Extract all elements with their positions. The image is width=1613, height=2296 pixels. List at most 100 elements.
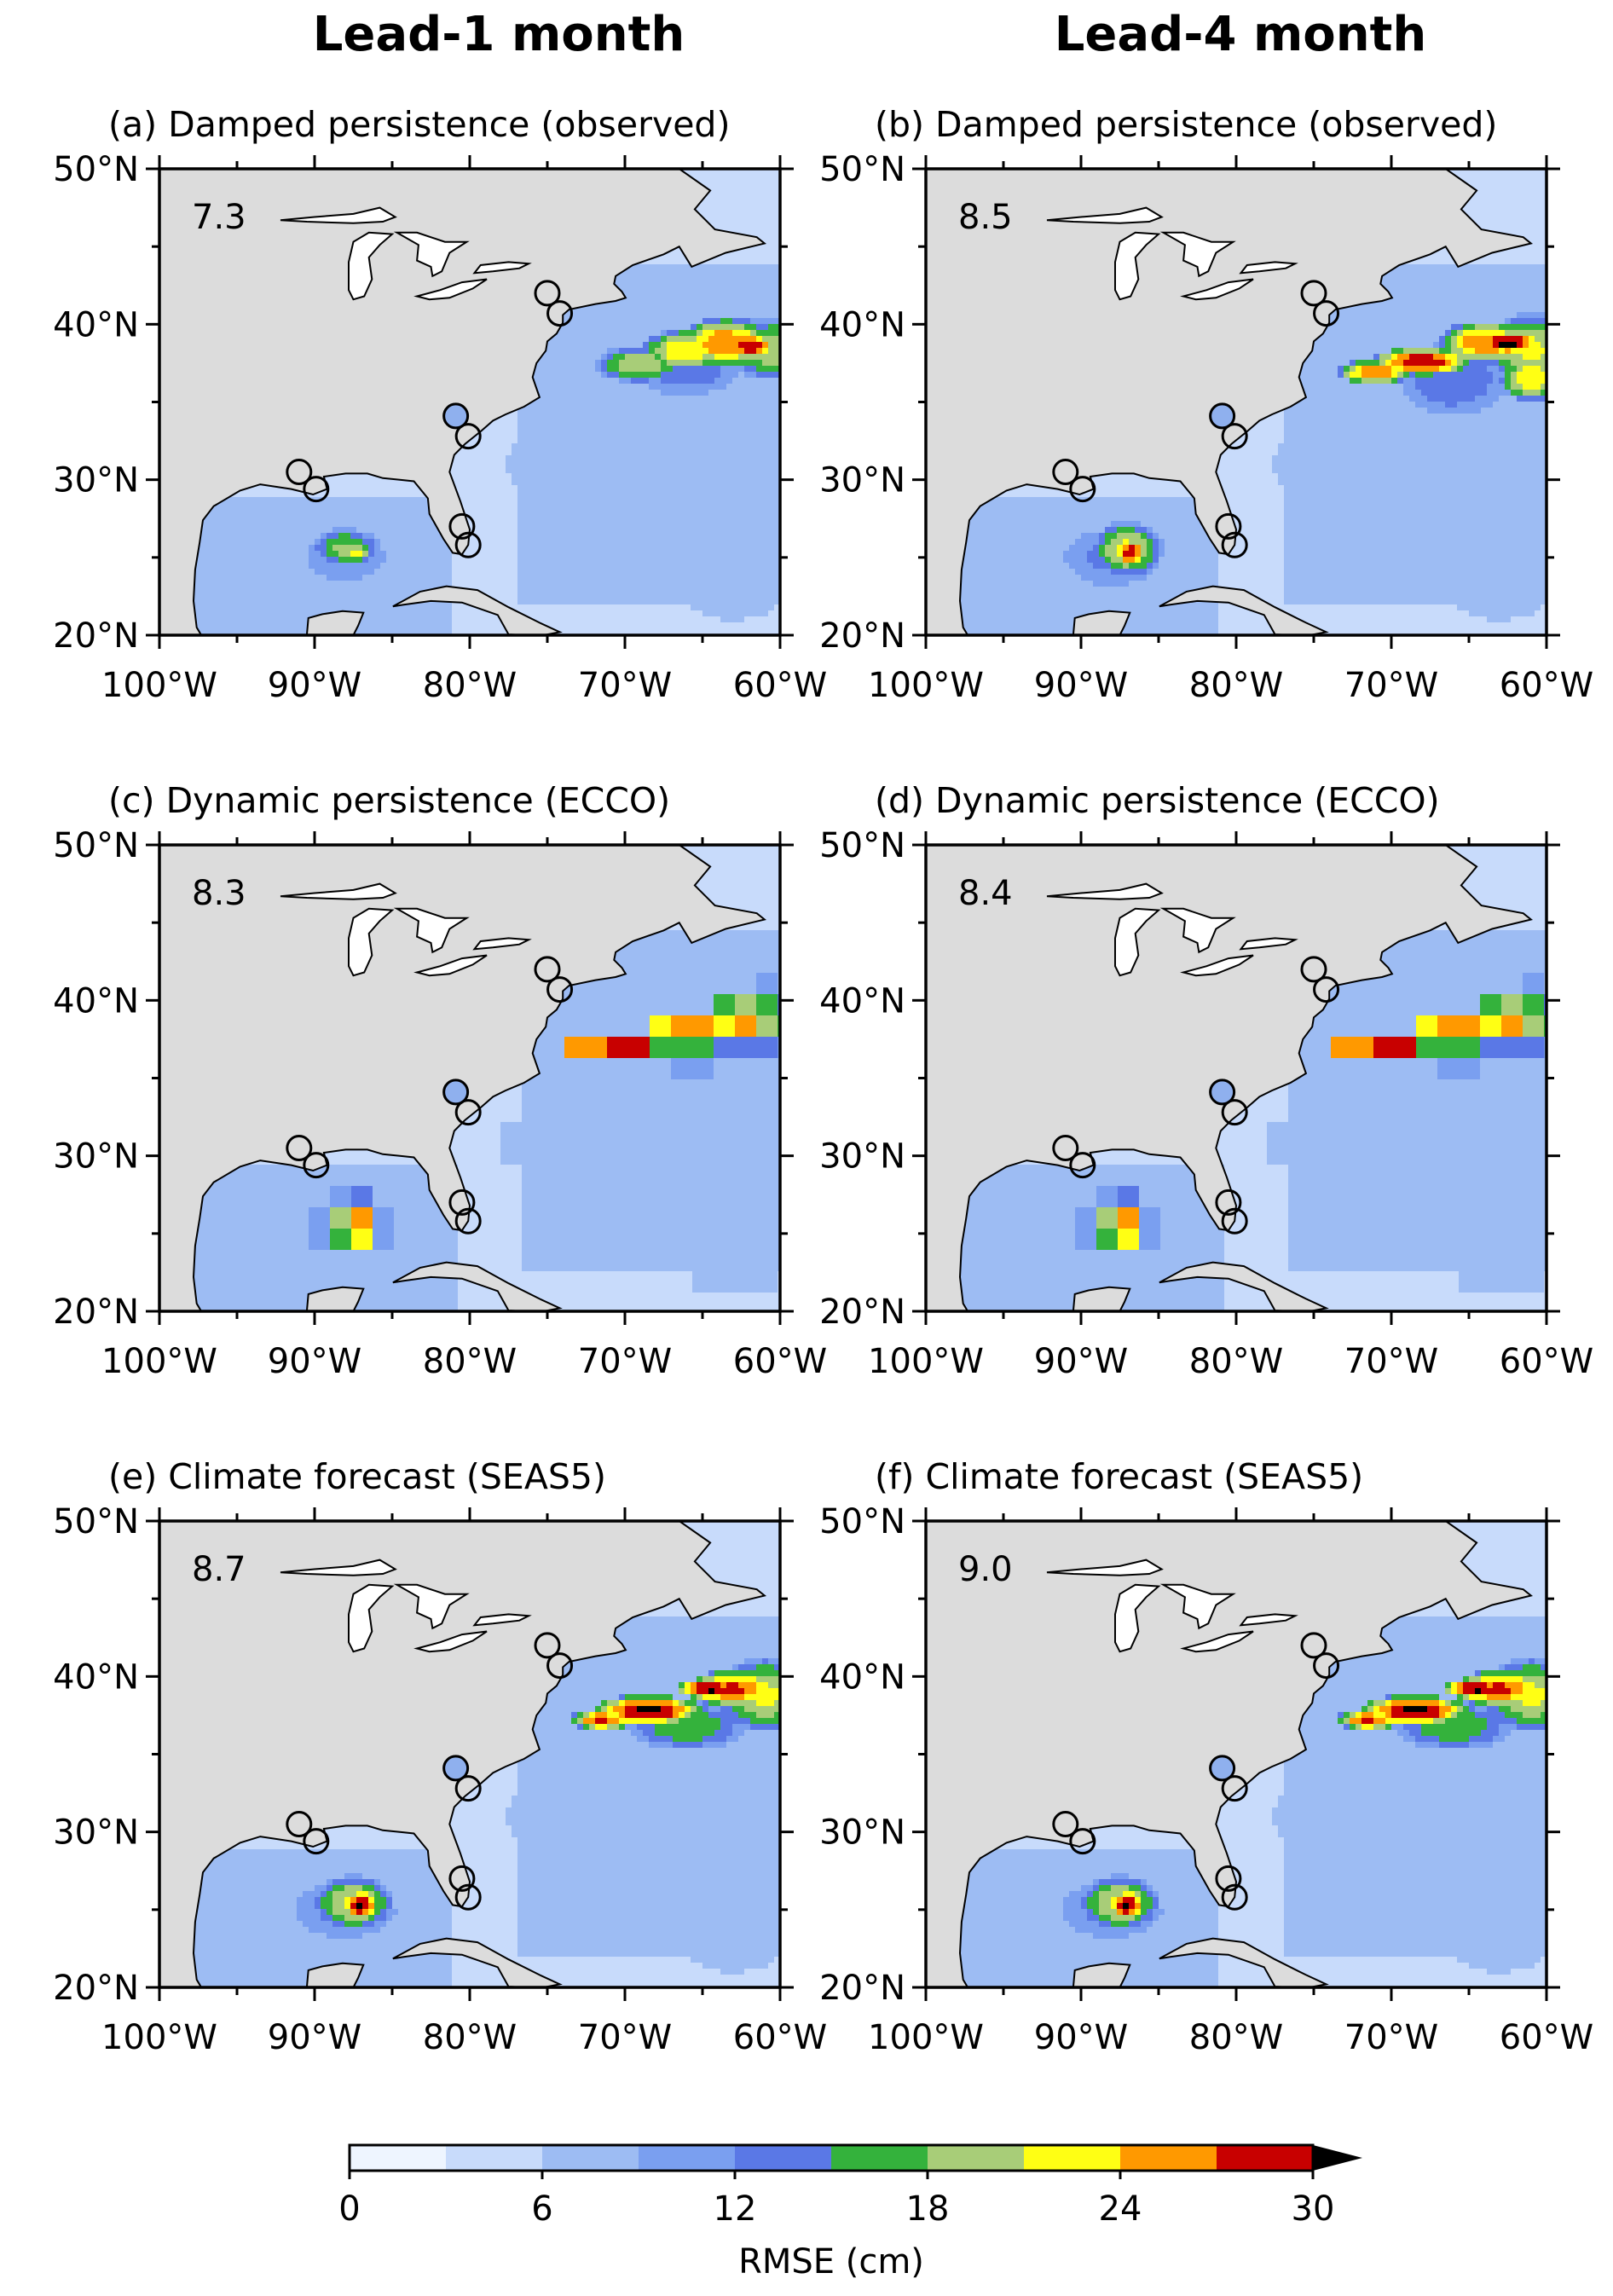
tide-gauge-marker [1069,476,1096,503]
colorbar-label: RMSE (cm) [738,2242,924,2282]
map-panel-f: (f) Climate forecast (SEAS5) 9.0 100°W 90°W… [819,1456,1593,2057]
y-tick-label: 50°N [819,150,905,189]
tide-gauge-marker [442,1079,470,1106]
tide-gauge-marker [454,1775,482,1802]
x-tick-label: 80°W [1189,666,1283,705]
great-lake-1 [348,907,395,977]
land-hispaniola [1321,1310,1419,1311]
map-panel-a: (a) Damped persistence (observed) 7.3 100°… [53,104,827,705]
colorbar-segment [831,2145,928,2171]
tide-gauge-marker [534,1632,561,1659]
land-hispaniola [555,1987,651,2002]
great-lake-0 [1046,206,1164,224]
great-lake-3 [413,954,488,977]
tide-gauge-marker [1215,1865,1242,1892]
rmse-value-f: 9.0 [958,1550,1013,1589]
land-yucatan [1072,1962,1131,1987]
tide-gauge-marker [546,976,574,1003]
great-lake-2 [1159,907,1236,954]
x-tick-label: 60°W [1500,666,1593,705]
tide-gauge-marker [448,1865,476,1892]
x-tick-label: 100°W [101,1342,217,1381]
y-tick-label: 40°N [53,981,139,1021]
tide-gauge-marker [1215,512,1242,540]
map-panel-b: (b) Damped persistence (observed) 8.5 100°… [819,104,1593,705]
great-lake-0 [280,1559,397,1576]
great-lake-1 [348,231,395,301]
tide-gauge-marker [286,1811,313,1838]
tide-gauge-marker [286,459,313,486]
tide-gauge-marker [1209,402,1236,430]
tide-gauge-marker [1221,1775,1248,1802]
land-yucatan [305,610,365,635]
great-lake-0 [280,206,397,224]
colorbar-tick-label: 12 [714,2189,757,2229]
y-tick-label: 50°N [53,826,139,865]
great-lake-4 [472,937,532,951]
great-lake-4 [1239,1613,1298,1627]
map-panel-d: (d) Dynamic persistence (ECCO) 8.4 100°W 90… [819,780,1593,1381]
tide-gauge-marker [448,1188,476,1216]
y-tick-label: 40°N [53,1657,139,1697]
y-tick-label: 50°N [53,150,139,189]
colorbar-tick-label: 6 [531,2189,552,2229]
great-lake-3 [413,1630,488,1653]
x-tick-label: 60°W [1500,1342,1593,1381]
panel-title-f: (f) Climate forecast (SEAS5) [875,1456,1363,1497]
land-north-america [926,845,1534,1311]
tide-gauge-marker [303,1152,330,1179]
tide-gauge-marker [1069,1152,1096,1179]
y-tick-label: 50°N [819,826,905,865]
land-north-america [159,169,767,635]
colorbar-segment [639,2145,735,2171]
y-tick-label: 20°N [819,1969,905,2008]
x-tick-label: 80°W [1189,2018,1283,2057]
x-tick-label: 70°W [1344,666,1438,705]
colorbar-segment [1120,2145,1217,2171]
tide-gauge-marker [442,1755,470,1782]
colorbar-tick-label: 0 [338,2189,360,2229]
great-lake-2 [1159,1583,1236,1630]
great-lake-1 [1114,231,1161,301]
colorbar: 0 6 12 18 24 30 RMSE (cm) [338,2143,1362,2282]
land-mask [926,845,1534,1311]
tide-gauge-marker [1052,1811,1079,1838]
colorbar-tick-label: 18 [906,2189,950,2229]
y-tick-label: 20°N [53,1969,139,2008]
colorbar-segment [446,2145,542,2171]
land-mask [926,1521,1534,1987]
tide-gauge-marker [1221,1207,1248,1235]
x-tick-label: 100°W [101,2018,217,2057]
tide-gauge-marker [1052,1135,1079,1162]
land-mask [159,1521,767,2002]
y-tick-label: 30°N [819,1137,905,1177]
land-hispaniola [555,1310,653,1311]
colorbar-segment [735,2145,831,2171]
land-yucatan [1072,1286,1131,1311]
tide-gauge-marker [1209,1079,1236,1106]
tide-gauge-marker [1052,459,1079,486]
colorbar-segment [542,2145,639,2171]
y-tick-label: 20°N [53,1293,139,1332]
axis-ticks-c [146,831,794,1325]
x-tick-label: 70°W [578,2018,672,2057]
tide-gauge-marker [303,476,330,503]
y-tick-label: 40°N [819,1657,905,1697]
axis-ticks-e [146,1507,794,2001]
x-tick-label: 60°W [1500,2018,1593,2057]
rmse-value-c: 8.3 [192,874,246,913]
rmse-value-e: 8.7 [192,1550,246,1589]
colorbar-tick-label: 24 [1099,2189,1142,2229]
panel-title-d: (d) Dynamic persistence (ECCO) [875,780,1440,821]
tide-gauge-marker [454,423,482,450]
y-tick-label: 50°N [819,1502,905,1541]
x-tick-label: 80°W [423,666,517,705]
great-lake-2 [1159,231,1236,278]
tide-gauge-marker [546,300,574,327]
x-tick-label: 60°W [733,1342,827,1381]
great-lake-4 [472,1613,532,1627]
colorbar-segment [1024,2145,1120,2171]
x-tick-label: 70°W [578,1342,672,1381]
x-tick-label: 90°W [268,2018,361,2057]
x-tick-label: 70°W [1344,2018,1438,2057]
